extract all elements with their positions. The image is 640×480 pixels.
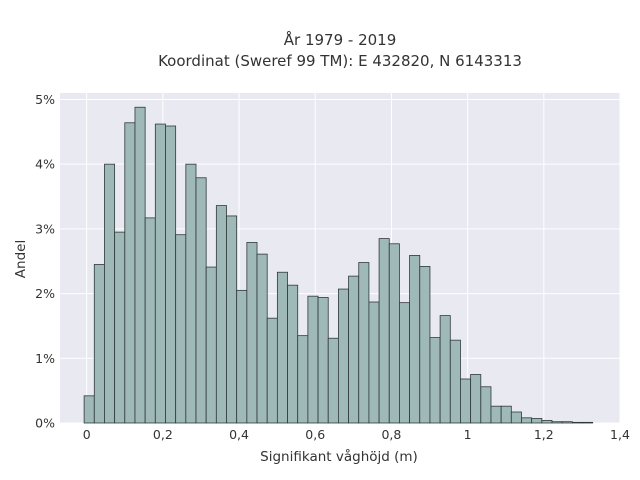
histogram-bar: [521, 417, 533, 424]
x-tick-label: 0,4: [229, 427, 249, 442]
histogram-bar: [388, 243, 400, 424]
histogram-bar: [134, 106, 146, 424]
x-tick-labels: 0 0,2 0,4 0,6 0,8 1 1,2 1,4: [83, 427, 630, 442]
histogram-bar: [582, 421, 594, 424]
histogram-bar: [317, 297, 329, 424]
x-tick-label: 0: [83, 427, 91, 442]
histogram-bar: [236, 289, 248, 424]
x-tick-label: 0,8: [381, 427, 401, 442]
histogram-bar: [500, 405, 512, 424]
y-tick-label: 0%: [35, 416, 55, 431]
histogram-bar: [205, 266, 217, 424]
histogram-bar: [531, 418, 543, 424]
y-tick-label: 4%: [35, 157, 55, 172]
histogram-bar: [226, 215, 238, 424]
y-tick-label: 5%: [35, 92, 55, 107]
histogram-bar: [307, 295, 319, 424]
histogram-bar: [276, 271, 288, 424]
y-axis-label: Andel: [13, 240, 29, 278]
chart-title-line-1: År 1979 - 2019: [284, 30, 397, 49]
histogram-bar: [480, 386, 492, 424]
histogram-bar: [409, 255, 421, 424]
histogram-bar: [571, 421, 583, 424]
histogram-bar: [429, 337, 441, 424]
histogram-bar: [215, 205, 227, 424]
histogram-bar: [266, 317, 278, 424]
histogram-bar: [144, 217, 156, 424]
histogram-bar: [195, 177, 207, 424]
x-tick-label: 1,2: [534, 427, 554, 442]
histogram-bar: [541, 420, 553, 424]
x-axis-label: Signifikant våghöjd (m): [260, 448, 418, 465]
histogram-bar: [561, 421, 573, 424]
bars: [83, 106, 594, 424]
histogram-bar: [83, 395, 95, 424]
histogram-bar: [246, 242, 258, 424]
x-tick-label: 0,2: [153, 427, 173, 442]
histogram-bar: [510, 411, 522, 424]
histogram-bar: [256, 253, 268, 424]
x-tick-label: 0,6: [305, 427, 325, 442]
histogram-bar: [165, 125, 177, 424]
histogram-bar: [114, 231, 126, 424]
y-tick-label: 1%: [35, 351, 55, 366]
y-tick-labels: 0% 1% 2% 3% 4% 5%: [35, 92, 55, 431]
histogram-bar: [378, 238, 390, 424]
histogram-bar: [297, 335, 309, 424]
histogram-bar: [93, 264, 105, 424]
histogram-bar: [337, 288, 349, 424]
histogram-bar: [419, 266, 431, 424]
x-tick-label: 1,4: [610, 427, 630, 442]
histogram-bar: [104, 163, 116, 424]
histogram-bar: [551, 421, 563, 424]
histogram-bar: [287, 284, 299, 424]
histogram-bar: [439, 315, 451, 424]
histogram-bar: [154, 123, 166, 424]
histogram-bar: [460, 378, 472, 424]
histogram-bar: [470, 374, 482, 424]
histogram-bar: [358, 262, 370, 424]
histogram-bar: [449, 339, 461, 424]
histogram-bar: [124, 122, 136, 424]
histogram-bar: [327, 337, 339, 424]
histogram-bar: [490, 405, 502, 424]
histogram-bar: [185, 163, 197, 424]
y-tick-label: 2%: [35, 286, 55, 301]
histogram-bar: [175, 234, 187, 424]
histogram-bar: [399, 302, 410, 424]
y-tick-label: 3%: [35, 221, 55, 236]
histogram-bar: [368, 301, 380, 424]
histogram-bar: [348, 275, 360, 424]
x-tick-label: 1: [464, 427, 472, 442]
chart-title-line-2: Koordinat (Sweref 99 TM): E 432820, N 61…: [158, 52, 522, 70]
